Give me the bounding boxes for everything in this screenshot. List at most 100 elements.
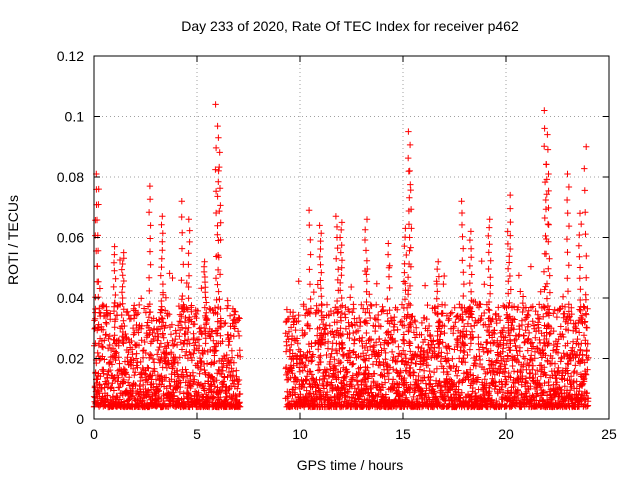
data-point bbox=[570, 379, 577, 386]
data-point bbox=[397, 369, 404, 376]
data-point bbox=[525, 335, 532, 342]
data-point bbox=[367, 301, 374, 308]
data-point bbox=[575, 242, 583, 249]
data-point bbox=[455, 367, 462, 374]
data-point bbox=[457, 343, 465, 351]
data-point bbox=[513, 347, 520, 354]
data-point bbox=[120, 277, 127, 285]
data-point bbox=[212, 188, 220, 195]
data-point bbox=[302, 376, 310, 383]
data-point bbox=[517, 288, 524, 295]
data-point bbox=[486, 241, 493, 248]
data-point bbox=[316, 332, 323, 339]
data-point bbox=[578, 220, 585, 228]
data-point bbox=[216, 296, 223, 303]
data-point bbox=[385, 240, 392, 247]
data-point bbox=[459, 233, 466, 240]
data-point bbox=[577, 296, 584, 304]
data-point bbox=[132, 381, 139, 389]
data-point bbox=[415, 372, 422, 380]
data-point bbox=[516, 344, 524, 351]
data-point bbox=[375, 391, 382, 398]
data-point bbox=[301, 329, 309, 337]
data-point bbox=[318, 308, 325, 316]
data-point bbox=[118, 289, 126, 296]
data-point bbox=[441, 301, 449, 309]
data-point bbox=[438, 387, 445, 394]
data-point bbox=[443, 375, 450, 382]
data-point bbox=[111, 340, 119, 347]
data-point bbox=[363, 352, 370, 359]
data-point bbox=[111, 324, 118, 331]
data-point bbox=[338, 264, 345, 271]
data-point bbox=[155, 346, 162, 354]
data-point bbox=[361, 356, 368, 363]
data-point bbox=[235, 381, 242, 388]
data-point bbox=[109, 380, 116, 387]
data-point bbox=[176, 354, 183, 361]
data-point bbox=[317, 352, 324, 359]
data-point bbox=[363, 216, 371, 223]
data-point bbox=[564, 367, 571, 374]
data-point bbox=[137, 377, 144, 385]
data-point bbox=[169, 363, 177, 371]
data-point bbox=[283, 306, 291, 313]
data-point bbox=[407, 186, 414, 194]
data-point bbox=[307, 368, 314, 375]
data-point bbox=[94, 387, 101, 394]
data-point bbox=[321, 325, 329, 332]
data-point bbox=[550, 310, 557, 317]
data-point bbox=[147, 261, 154, 268]
data-point bbox=[485, 315, 492, 322]
data-point bbox=[389, 376, 397, 383]
data-point bbox=[504, 265, 512, 272]
data-point bbox=[407, 348, 414, 355]
data-point bbox=[452, 396, 459, 404]
data-point bbox=[95, 201, 102, 208]
data-point bbox=[148, 352, 155, 359]
data-point bbox=[211, 348, 218, 355]
data-point bbox=[335, 308, 342, 315]
data-point bbox=[434, 332, 441, 340]
data-point bbox=[289, 370, 296, 377]
data-point bbox=[577, 347, 584, 354]
y-tick-label: 0.04 bbox=[57, 290, 84, 306]
data-point bbox=[515, 272, 523, 279]
data-point bbox=[307, 236, 314, 244]
data-point bbox=[166, 270, 173, 277]
data-point bbox=[95, 293, 102, 301]
y-tick-label: 0.1 bbox=[65, 109, 85, 125]
data-point bbox=[186, 238, 193, 246]
data-point bbox=[516, 325, 523, 333]
data-point bbox=[467, 331, 474, 338]
data-point bbox=[222, 319, 229, 327]
data-point bbox=[333, 329, 340, 336]
data-point bbox=[111, 299, 119, 307]
data-point bbox=[575, 341, 582, 348]
data-point bbox=[236, 347, 243, 354]
data-point bbox=[472, 362, 480, 370]
data-point bbox=[104, 392, 111, 399]
data-point bbox=[494, 390, 501, 397]
data-point bbox=[363, 329, 370, 337]
data-point bbox=[235, 376, 243, 384]
data-point bbox=[316, 253, 323, 261]
data-point bbox=[290, 356, 297, 363]
data-point bbox=[481, 376, 488, 383]
data-point bbox=[93, 216, 101, 224]
data-point bbox=[371, 370, 378, 377]
data-point bbox=[355, 369, 363, 376]
data-point bbox=[421, 282, 429, 289]
data-point bbox=[128, 337, 135, 345]
data-point bbox=[329, 328, 336, 335]
data-point bbox=[95, 388, 102, 395]
data-point bbox=[406, 340, 414, 347]
data-point bbox=[405, 326, 413, 334]
data-point bbox=[136, 382, 143, 390]
data-point bbox=[161, 343, 169, 350]
data-point bbox=[507, 232, 514, 239]
data-point bbox=[467, 340, 475, 347]
data-point bbox=[317, 237, 324, 245]
data-point bbox=[201, 273, 209, 281]
data-point bbox=[426, 380, 433, 387]
